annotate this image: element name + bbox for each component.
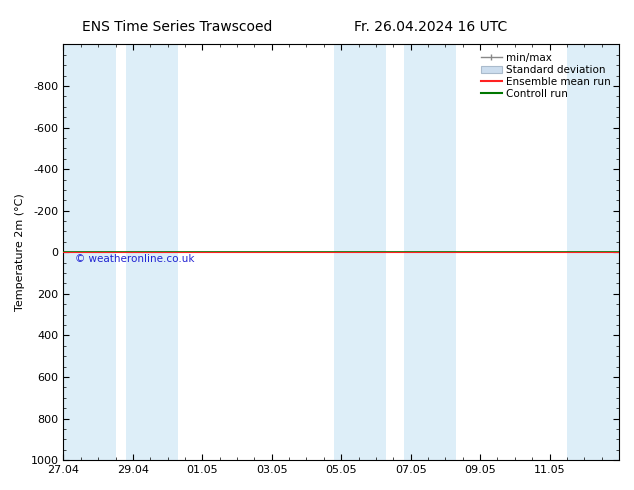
Text: © weatheronline.co.uk: © weatheronline.co.uk (75, 254, 194, 264)
Bar (63, 45, 115, 460)
Bar (567, 45, 619, 460)
Text: ENS Time Series Trawscoed: ENS Time Series Trawscoed (82, 20, 273, 34)
Bar (126, 45, 178, 460)
Legend: min/max, Standard deviation, Ensemble mean run, Controll run: min/max, Standard deviation, Ensemble me… (478, 49, 614, 102)
Y-axis label: Temperature 2m (°C): Temperature 2m (°C) (15, 194, 25, 311)
Bar (404, 45, 456, 460)
Text: Fr. 26.04.2024 16 UTC: Fr. 26.04.2024 16 UTC (354, 20, 508, 34)
Bar (334, 45, 386, 460)
